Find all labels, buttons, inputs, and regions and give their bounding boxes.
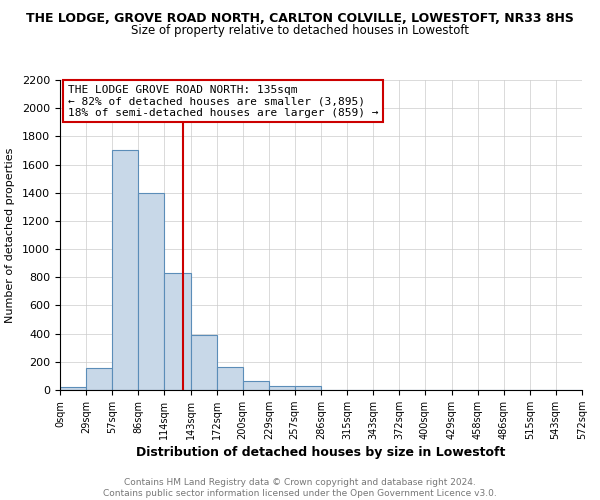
Text: THE LODGE, GROVE ROAD NORTH, CARLTON COLVILLE, LOWESTOFT, NR33 8HS: THE LODGE, GROVE ROAD NORTH, CARLTON COL… bbox=[26, 12, 574, 26]
Bar bbox=[191, 335, 217, 390]
Bar bbox=[269, 386, 295, 390]
Text: Size of property relative to detached houses in Lowestoft: Size of property relative to detached ho… bbox=[131, 24, 469, 37]
Bar bbox=[242, 381, 269, 390]
Text: THE LODGE GROVE ROAD NORTH: 135sqm
← 82% of detached houses are smaller (3,895)
: THE LODGE GROVE ROAD NORTH: 135sqm ← 82%… bbox=[68, 84, 379, 118]
Bar bbox=[139, 194, 164, 390]
Bar bbox=[86, 368, 112, 390]
X-axis label: Distribution of detached houses by size in Lowestoft: Distribution of detached houses by size … bbox=[136, 446, 506, 459]
Y-axis label: Number of detached properties: Number of detached properties bbox=[5, 148, 15, 322]
Bar bbox=[295, 386, 321, 390]
Text: Contains HM Land Registry data © Crown copyright and database right 2024.
Contai: Contains HM Land Registry data © Crown c… bbox=[103, 478, 497, 498]
Bar bbox=[112, 150, 139, 390]
Bar bbox=[164, 273, 191, 390]
Bar bbox=[60, 387, 86, 390]
Bar bbox=[217, 367, 242, 390]
